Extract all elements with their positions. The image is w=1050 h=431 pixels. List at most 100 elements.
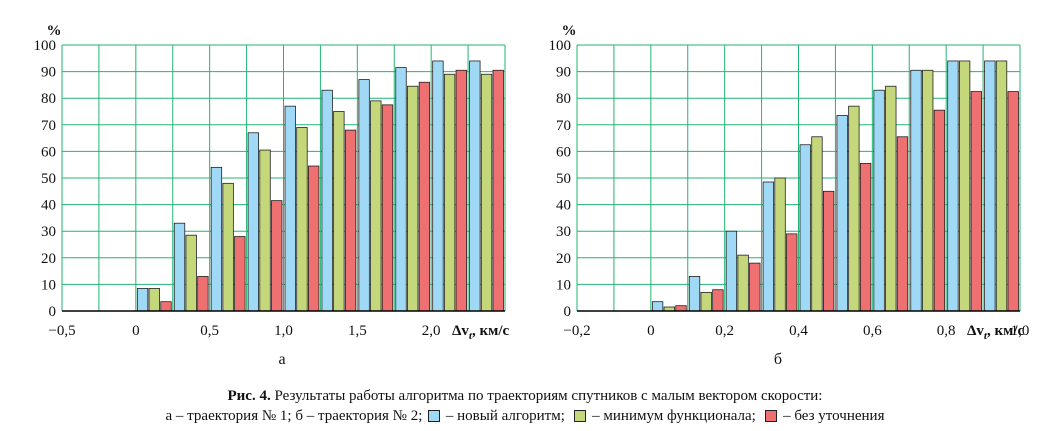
y-tick-label-a: 50 bbox=[41, 171, 56, 187]
figure-caption: Рис. 4. Результаты работы алгоритма по т… bbox=[0, 386, 1050, 406]
bar-a-s1-8 bbox=[395, 67, 407, 312]
bar-a-s3-8 bbox=[418, 81, 431, 312]
bar-a-s1-1 bbox=[136, 287, 149, 312]
y-tick-label-a: 70 bbox=[41, 118, 56, 134]
bar-b-s2-9 bbox=[958, 60, 971, 312]
x-tick-label-a: −0,5 bbox=[48, 323, 75, 339]
bar-b-s2-8 bbox=[922, 69, 934, 312]
bar-b-s2-2 bbox=[700, 291, 712, 312]
bar-a-s1-2 bbox=[173, 222, 186, 312]
x-tick-label-b: 0,4 bbox=[789, 323, 808, 339]
y-tick-label-a: 20 bbox=[41, 251, 56, 267]
y-tick-label-a: 40 bbox=[41, 198, 56, 214]
bar-a-s2-1 bbox=[148, 287, 160, 312]
legend-label-new: – новый алгоритм; bbox=[445, 408, 565, 424]
x-tick-label-b: 0,8 bbox=[937, 323, 956, 339]
y-tick-label-b: 30 bbox=[556, 224, 571, 240]
x-tick-label-b: 0,2 bbox=[715, 323, 734, 339]
bar-b-s3-6 bbox=[859, 162, 872, 312]
bar-a-s2-5 bbox=[296, 127, 308, 312]
figure-legend: а – траектория № 1; б – траектория № 2; … bbox=[0, 406, 1050, 426]
bar-b-s1-2 bbox=[688, 276, 701, 312]
bar-a-s2-6 bbox=[333, 111, 345, 312]
panel-label-a: а bbox=[278, 351, 285, 368]
bar-b-s1-1 bbox=[651, 301, 664, 312]
bar-b-s2-3 bbox=[737, 254, 749, 312]
bar-b-s2-4 bbox=[774, 177, 786, 312]
bar-a-s1-4 bbox=[247, 132, 259, 312]
bar-a-s1-3 bbox=[210, 166, 223, 312]
y-axis-label-a: % bbox=[47, 23, 62, 39]
chart-panel-b: 0 10 20 30 40 50 60 70 80 90 100% −0,2 0 0,2 0,4 0,6 0,8… bbox=[549, 23, 1030, 368]
bar-a-s3-6 bbox=[344, 129, 357, 312]
legend-label-none: – без уточнения bbox=[783, 408, 885, 424]
bar-a-s3-1 bbox=[160, 301, 172, 312]
legend-prefix: а – траектория № 1; б – траектория № 2; bbox=[165, 408, 427, 424]
legend-label-min: – минимум функционала; bbox=[592, 408, 756, 424]
y-tick-label-b: 70 bbox=[556, 118, 571, 134]
x-tick-label-a: 0,5 bbox=[200, 323, 219, 339]
y-tick-label-a: 0 bbox=[49, 304, 57, 320]
bar-b-s1-8 bbox=[910, 69, 922, 312]
bar-b-s1-10 bbox=[984, 60, 996, 312]
x-axis-label-b: Δvt, км/с bbox=[967, 323, 1024, 342]
bar-b-s1-6 bbox=[836, 115, 848, 312]
y-tick-label-a: 30 bbox=[41, 224, 56, 240]
x-tick-label-b: −0,2 bbox=[563, 323, 590, 339]
bar-a-s3-4 bbox=[271, 200, 283, 312]
bar-a-s2-4 bbox=[259, 149, 271, 312]
figure-title: Результаты работы алгоритма по траектори… bbox=[270, 388, 823, 404]
x-tick-label-a: 1,5 bbox=[348, 323, 367, 339]
bar-a-s3-5 bbox=[308, 165, 320, 312]
bar-a-s1-7 bbox=[358, 79, 370, 312]
bar-a-s1-6 bbox=[321, 89, 333, 312]
legend-swatch-min bbox=[574, 409, 587, 422]
bar-b-s2-6 bbox=[848, 105, 860, 312]
bar-b-s1-3 bbox=[725, 230, 738, 312]
y-tick-label-b: 10 bbox=[556, 277, 571, 293]
bar-a-s2-10 bbox=[480, 73, 493, 312]
y-tick-label-b: 40 bbox=[556, 198, 571, 214]
bar-a-s2-9 bbox=[443, 73, 456, 312]
bar-b-s3-9 bbox=[970, 91, 982, 312]
y-tick-label-b: 80 bbox=[556, 91, 571, 107]
bar-b-s2-5 bbox=[811, 136, 823, 312]
y-tick-label-a: 100 bbox=[34, 38, 57, 54]
bar-a-s1-5 bbox=[284, 105, 296, 312]
bar-b-s2-7 bbox=[885, 85, 897, 312]
bar-b-s1-5 bbox=[799, 144, 811, 312]
bar-a-s3-3 bbox=[234, 236, 246, 312]
bar-b-s1-7 bbox=[873, 89, 885, 312]
y-tick-label-b: 50 bbox=[556, 171, 571, 187]
bar-b-s2-10 bbox=[995, 60, 1008, 312]
bar-b-s3-2 bbox=[712, 289, 724, 312]
bar-a-s2-2 bbox=[185, 234, 197, 312]
y-tick-label-a: 80 bbox=[41, 91, 56, 107]
legend-swatch-new bbox=[428, 409, 441, 422]
y-tick-label-b: 100 bbox=[549, 38, 572, 54]
bar-a-s2-7 bbox=[370, 100, 382, 312]
panel-label-b: б bbox=[774, 351, 782, 368]
x-tick-label-b: 0 bbox=[647, 323, 655, 339]
chart-panel-a: 0 10 20 30 40 50 60 70 80 90 100% −0,5 0 0,5 1,0 1,5 2,0… bbox=[34, 23, 510, 368]
bar-b-s1-4 bbox=[762, 181, 774, 312]
y-tick-label-b: 0 bbox=[564, 304, 572, 320]
x-tick-label-b: 1,0 bbox=[1011, 323, 1030, 339]
y-tick-label-b: 90 bbox=[556, 65, 571, 81]
bar-a-s1-10 bbox=[469, 60, 481, 312]
bar-a-s2-3 bbox=[222, 182, 234, 312]
bar-b-s3-5 bbox=[823, 190, 835, 312]
y-tick-label-a: 90 bbox=[41, 65, 56, 81]
x-tick-label-a: 1,0 bbox=[274, 323, 293, 339]
bar-a-s3-2 bbox=[197, 276, 209, 312]
bar-b-s3-4 bbox=[786, 233, 798, 312]
bar-b-s3-8 bbox=[933, 109, 946, 312]
y-axis-label-b: % bbox=[562, 23, 577, 39]
bar-a-s3-9 bbox=[455, 69, 467, 312]
legend-swatch-none bbox=[765, 409, 778, 422]
x-axis-label-a: Δvt, км/с bbox=[452, 323, 509, 342]
figure-label: Рис. 4. bbox=[227, 388, 271, 404]
x-tick-label-a: 2,0 bbox=[422, 323, 441, 339]
bar-b-s3-3 bbox=[749, 262, 761, 312]
y-tick-label-a: 10 bbox=[41, 277, 56, 293]
